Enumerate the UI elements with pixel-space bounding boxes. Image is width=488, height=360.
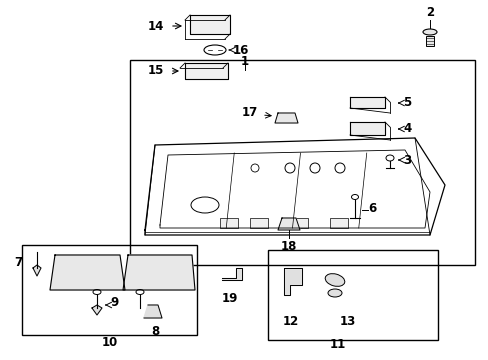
Bar [425,36,433,46]
Ellipse shape [203,45,225,55]
Polygon shape [278,218,299,230]
Text: 13: 13 [339,315,355,328]
Ellipse shape [325,274,344,286]
Polygon shape [190,15,229,34]
Polygon shape [184,63,227,79]
Text: 18: 18 [280,240,297,253]
Text: 11: 11 [329,338,346,351]
Bar [289,218,307,228]
Text: 5: 5 [402,96,410,109]
Polygon shape [349,122,384,135]
Text: 17: 17 [241,107,258,120]
Polygon shape [123,255,195,290]
Polygon shape [274,113,297,123]
Text: 7: 7 [14,256,22,270]
Bar [267,250,437,340]
Polygon shape [92,305,102,315]
Text: 3: 3 [402,153,410,166]
Ellipse shape [191,197,219,213]
Polygon shape [33,265,41,276]
Polygon shape [349,97,384,108]
Ellipse shape [385,155,393,161]
Ellipse shape [93,289,101,294]
Text: 10: 10 [102,336,118,348]
Bar [220,218,238,228]
Text: 4: 4 [402,122,410,135]
Text: 1: 1 [241,55,248,68]
Ellipse shape [422,29,436,35]
Text: 6: 6 [367,202,375,215]
Polygon shape [50,255,125,290]
Text: 12: 12 [282,315,299,328]
Bar [130,60,474,265]
Text: 19: 19 [222,292,238,305]
Text: 9: 9 [110,297,118,310]
Ellipse shape [327,289,341,297]
Bar [329,218,347,228]
Text: 15: 15 [147,64,163,77]
Text: 14: 14 [147,19,163,32]
Polygon shape [284,268,302,295]
Text: 16: 16 [232,44,249,57]
Text: 2: 2 [425,6,433,19]
Bar [22,245,197,335]
Ellipse shape [351,194,358,199]
Ellipse shape [136,289,143,294]
Bar [249,218,267,228]
Polygon shape [222,268,242,280]
Text: 8: 8 [151,325,159,338]
Polygon shape [143,305,162,318]
